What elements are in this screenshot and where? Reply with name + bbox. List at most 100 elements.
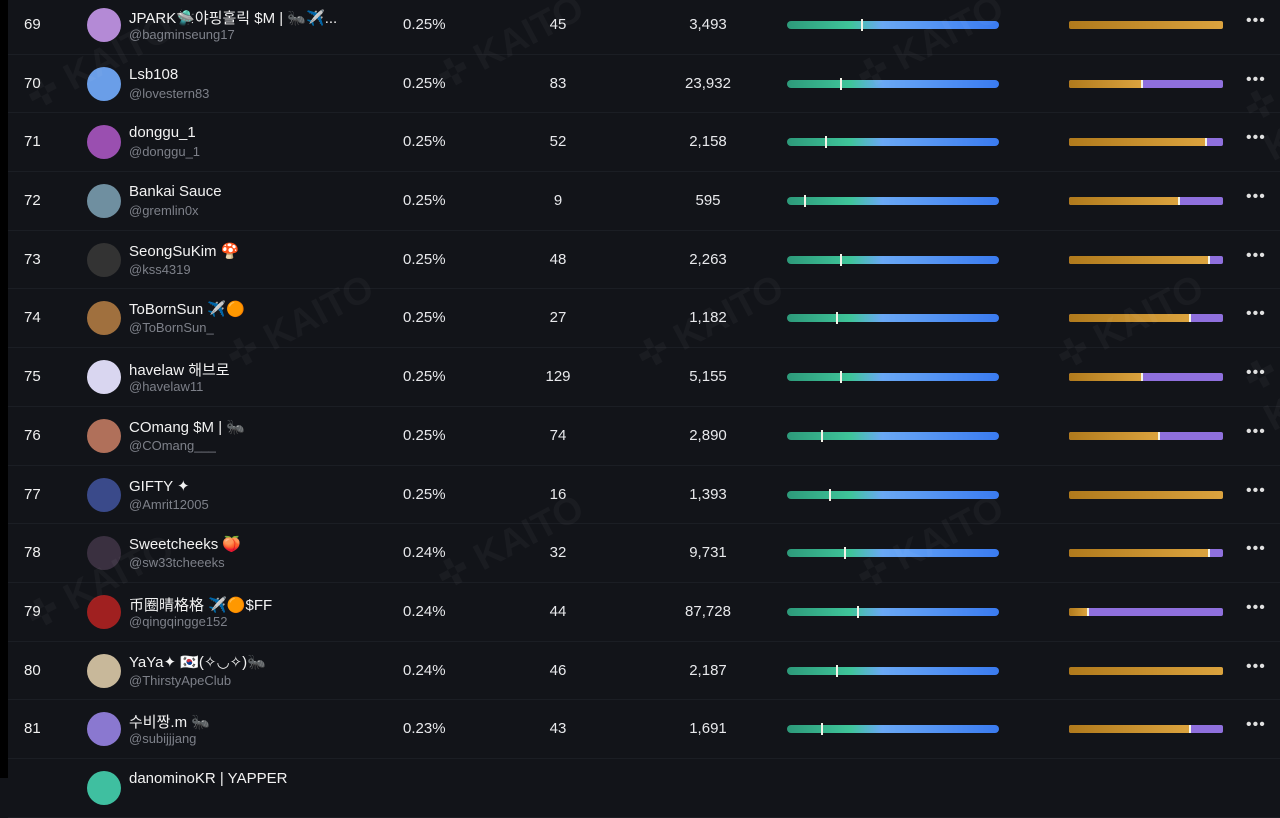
more-options-icon[interactable]: ••• xyxy=(1246,598,1266,616)
table-row[interactable]: 81 수비짱.m 🐜 @subijjjang 0.23% 43 1,691 ••… xyxy=(8,700,1280,759)
user-handle[interactable]: @Amrit12005 xyxy=(129,496,209,512)
more-options-icon[interactable]: ••• xyxy=(1246,246,1266,264)
table-row[interactable]: 72 Bankai Sauce @gremlin0x 0.25% 9 595 •… xyxy=(8,172,1280,231)
progress-bar-primary xyxy=(787,19,999,31)
table-row[interactable]: 79 币圈晴格格 ✈️🟠$FF @qingqingge152 0.24% 44 … xyxy=(8,583,1280,642)
user-handle[interactable]: @qingqingge152 xyxy=(129,613,228,629)
avatar[interactable] xyxy=(87,360,121,395)
value: 1,691 xyxy=(689,720,727,738)
bar-fill xyxy=(1069,431,1159,440)
user-handle[interactable]: @sw33tcheeeks xyxy=(129,555,225,571)
value: 87,728 xyxy=(685,602,731,620)
user-handle[interactable]: @subijjjang xyxy=(129,731,197,747)
table-row[interactable]: 73 SeongSuKim 🍄 @kss4319 0.25% 48 2,263 … xyxy=(8,231,1280,290)
display-name[interactable]: donggu_1 xyxy=(129,124,196,142)
more-options-icon[interactable]: ••• xyxy=(1246,657,1266,675)
display-name[interactable]: Bankai Sauce xyxy=(129,183,222,201)
mindshare-percent: 0.25% xyxy=(403,74,446,92)
bar-fill xyxy=(1069,197,1179,206)
count: 74 xyxy=(549,426,567,444)
count: 129 xyxy=(545,368,571,386)
avatar[interactable] xyxy=(87,125,121,160)
user-handle[interactable]: @havelaw11 xyxy=(129,379,204,395)
rank: 69 xyxy=(24,16,41,33)
table-row[interactable]: 78 Sweetcheeks 🍑 @sw33tcheeeks 0.24% 32 … xyxy=(8,524,1280,583)
table-row[interactable]: 70 Lsb108 @lovestern83 0.25% 83 23,932 •… xyxy=(8,55,1280,114)
table-row[interactable]: 71 donggu_1 @donggu_1 0.25% 52 2,158 ••• xyxy=(8,113,1280,173)
value: 595 xyxy=(695,192,721,210)
more-options-icon[interactable]: ••• xyxy=(1246,129,1266,147)
more-options-icon[interactable]: ••• xyxy=(1246,364,1266,382)
more-options-icon[interactable]: ••• xyxy=(1246,70,1266,88)
avatar[interactable] xyxy=(87,477,121,512)
display-name[interactable]: danominoKR | YAPPER xyxy=(129,769,288,787)
display-name[interactable]: 수비짱.m 🐜 xyxy=(129,714,210,732)
avatar[interactable] xyxy=(87,770,121,805)
user-handle[interactable]: @kss4319 xyxy=(129,261,191,277)
table-row[interactable]: danominoKR | YAPPER xyxy=(8,759,1280,818)
table-row[interactable]: 77 GIFTY ✦ @Amrit12005 0.25% 16 1,393 ••… xyxy=(8,466,1280,525)
avatar[interactable] xyxy=(87,536,121,571)
more-options-icon[interactable]: ••• xyxy=(1246,716,1266,734)
avatar[interactable] xyxy=(87,594,121,629)
user-handle[interactable]: @ThirstyApeClub xyxy=(129,672,232,688)
avatar[interactable] xyxy=(87,242,121,277)
mindshare-percent: 0.24% xyxy=(403,661,446,679)
display-name[interactable]: havelaw 해브로 xyxy=(129,362,230,380)
rank: 70 xyxy=(24,74,41,92)
progress-bar-primary xyxy=(787,195,999,208)
display-name[interactable]: SeongSuKim 🍄 xyxy=(129,242,240,260)
display-name[interactable]: COmang $M | 🐜 xyxy=(129,418,245,436)
avatar[interactable] xyxy=(87,8,121,42)
count: 43 xyxy=(549,720,567,738)
display-name[interactable]: Sweetcheeks 🍑 xyxy=(129,536,242,554)
value: 5,155 xyxy=(689,368,727,386)
bar-fill xyxy=(1069,490,1223,499)
more-options-icon[interactable]: ••• xyxy=(1246,12,1266,29)
more-options-icon[interactable]: ••• xyxy=(1246,540,1266,558)
display-name[interactable]: 币圈晴格格 ✈️🟠$FF xyxy=(129,596,273,614)
count: 45 xyxy=(549,16,567,33)
avatar[interactable] xyxy=(87,301,121,336)
bar-marker xyxy=(856,605,859,618)
bar-marker xyxy=(1207,549,1210,558)
more-options-icon[interactable]: ••• xyxy=(1246,422,1266,440)
bar-marker xyxy=(835,664,838,677)
more-options-icon[interactable]: ••• xyxy=(1246,188,1266,206)
user-handle[interactable]: @lovestern83 xyxy=(129,85,210,101)
more-options-icon[interactable]: ••• xyxy=(1246,305,1266,323)
bar-marker xyxy=(820,723,823,736)
avatar[interactable] xyxy=(87,184,121,219)
user-handle[interactable]: @COmang___ xyxy=(129,437,216,453)
user-handle[interactable]: @gremlin0x xyxy=(129,203,199,219)
table-row[interactable]: 69 JPARK🛸야핑홀릭 $M | 🐜✈️... @bagminseung17… xyxy=(8,0,1280,55)
avatar[interactable] xyxy=(87,712,121,747)
display-name[interactable]: ToBornSun ✈️🟠 xyxy=(129,301,245,319)
avatar[interactable] xyxy=(87,418,121,453)
more-options-icon[interactable]: ••• xyxy=(1246,481,1266,499)
progress-bar-secondary xyxy=(1069,607,1223,616)
table-row[interactable]: 74 ToBornSun ✈️🟠 @ToBornSun_ 0.25% 27 1,… xyxy=(8,289,1280,349)
table-row[interactable]: 75 havelaw 해브로 @havelaw11 0.25% 129 5,15… xyxy=(8,348,1280,407)
display-name[interactable]: GIFTY ✦ xyxy=(129,477,190,495)
bar-marker xyxy=(1141,373,1144,382)
bar-marker xyxy=(840,253,842,266)
table-row[interactable]: 80 YaYa✦ 🇰🇷(✧◡✧)🐜 @ThirstyApeClub 0.24% … xyxy=(8,642,1280,701)
avatar[interactable] xyxy=(87,66,121,101)
user-handle[interactable]: @donggu_1 xyxy=(129,144,201,160)
bar-fill xyxy=(1069,607,1088,616)
user-handle[interactable]: @ToBornSun_ xyxy=(129,320,214,336)
display-name[interactable]: JPARK🛸야핑홀릭 $M | 🐜✈️... xyxy=(129,10,338,27)
display-name[interactable]: Lsb108 xyxy=(129,65,179,83)
bar-fill xyxy=(1069,21,1223,29)
rank: 71 xyxy=(24,133,41,151)
progress-bar-secondary xyxy=(1069,725,1223,734)
bar-marker xyxy=(820,429,823,442)
bar-marker xyxy=(844,547,847,560)
display-name[interactable]: YaYa✦ 🇰🇷(✧◡✧)🐜 xyxy=(129,653,266,671)
mindshare-percent: 0.24% xyxy=(403,602,446,620)
avatar[interactable] xyxy=(87,653,121,688)
rank: 73 xyxy=(24,250,41,268)
user-handle[interactable]: @bagminseung17 xyxy=(129,27,235,42)
table-row[interactable]: 76 COmang $M | 🐜 @COmang___ 0.25% 74 2,8… xyxy=(8,407,1280,466)
